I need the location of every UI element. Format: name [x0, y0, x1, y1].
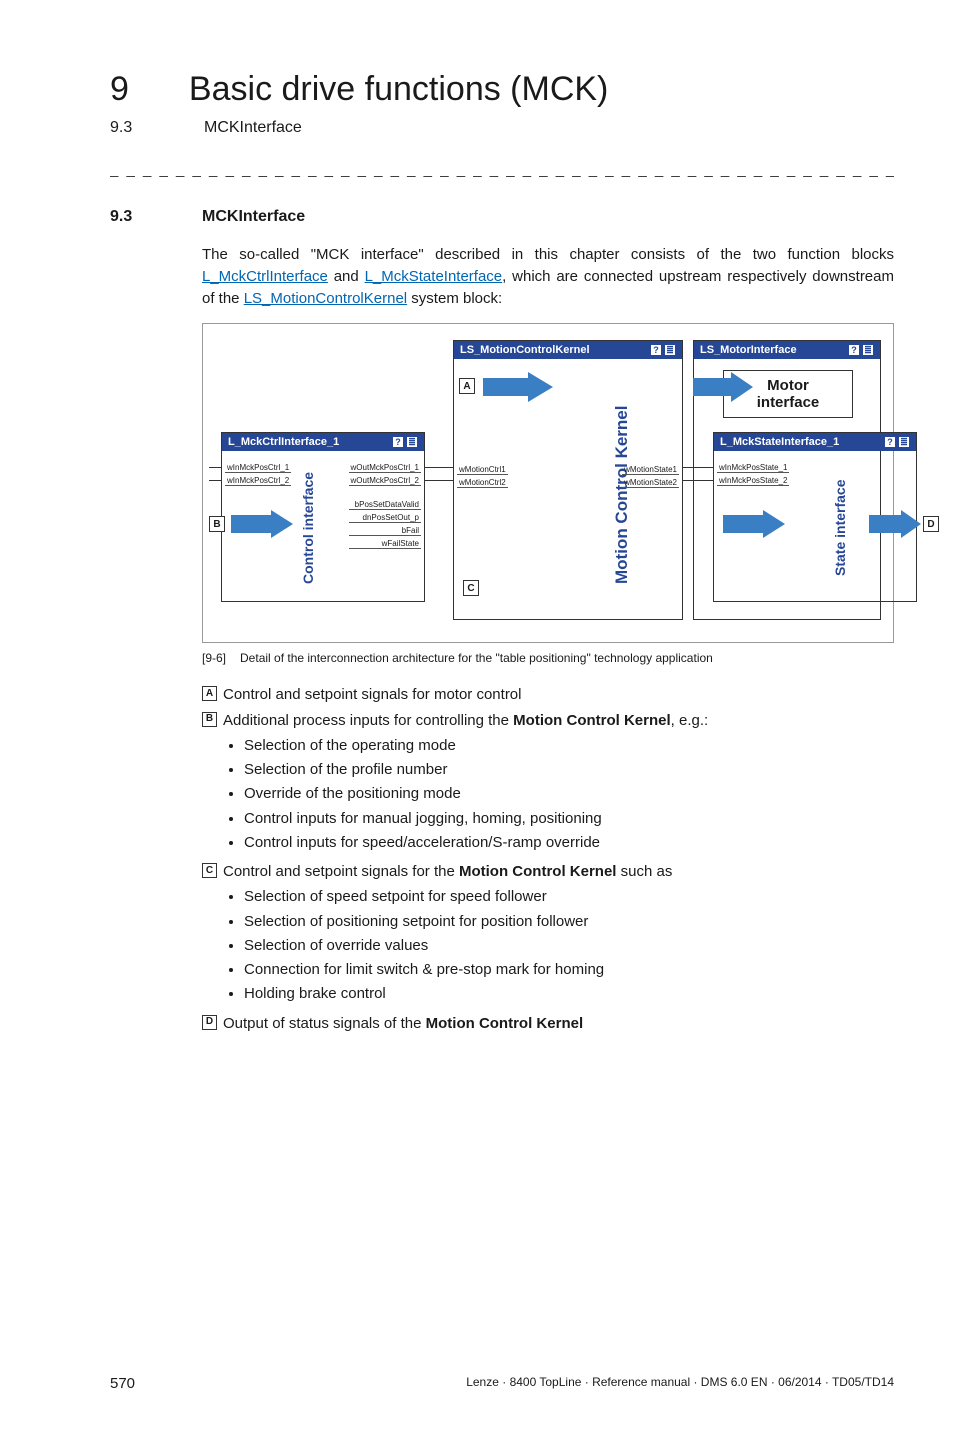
page-number: 570 [110, 1375, 135, 1392]
anno-D-text: Output of status signals of the Motion C… [223, 1012, 583, 1035]
block-mck-title: LS_MotionControlKernel [460, 344, 590, 356]
block-ctrlif-title: L_MckCtrlInterface_1 [228, 436, 339, 448]
block-stateif-title: L_MckStateInterface_1 [720, 436, 839, 448]
arrow-mck-to-motor [693, 372, 753, 402]
list-item: Holding brake control [244, 982, 894, 1005]
list-item: Selection of override values [244, 934, 894, 957]
caption-text: Detail of the interconnection architectu… [240, 651, 713, 665]
port-label: wMotionCtrl1 [457, 465, 508, 475]
arrow-D [869, 510, 921, 538]
connector-line [683, 480, 713, 481]
port-label: wInMckPosState_1 [717, 463, 789, 473]
subsection-number: 9.3 [110, 119, 144, 137]
list-item: Control inputs for manual jogging, homin… [244, 807, 894, 830]
page-footer: 570 Lenze · 8400 TopLine · Reference man… [110, 1375, 894, 1392]
help-icon: ? [884, 436, 896, 448]
subsection-title: MCKInterface [204, 119, 302, 137]
port-label: wOutMckPosCtrl_1 [349, 463, 421, 473]
anno-C-text: Control and setpoint signals for the Mot… [223, 860, 672, 883]
anno-B-text: Additional process inputs for controllin… [223, 709, 708, 732]
chapter-number: 9 [110, 70, 129, 109]
label-D: D [923, 516, 939, 532]
anno-B-list: Selection of the operating mode Selectio… [244, 734, 894, 854]
block-motorif-title: LS_MotorInterface [700, 344, 797, 356]
anno-label-B: B [202, 712, 217, 727]
list-item: Selection of the profile number [244, 758, 894, 781]
list-icon: ≣ [664, 344, 676, 356]
port-label: wOutMckPosCtrl_2 [349, 476, 421, 486]
list-item: Control inputs for speed/acceleration/S-… [244, 831, 894, 854]
arrow-B [231, 510, 293, 538]
help-icon: ? [848, 344, 860, 356]
connector-line [683, 467, 713, 468]
footer-docinfo: Lenze · 8400 TopLine · Reference manual … [466, 1375, 894, 1392]
label-state-vertical: State interface [832, 459, 848, 597]
link-mckctrlinterface[interactable]: L_MckCtrlInterface [202, 268, 328, 285]
list-item: Selection of the operating mode [244, 734, 894, 757]
connector-line [209, 480, 221, 481]
annotation-list: A Control and setpoint signals for motor … [202, 683, 894, 1035]
chapter-title: Basic drive functions (MCK) [189, 70, 608, 109]
anno-C-list: Selection of speed setpoint for speed fo… [244, 885, 894, 1005]
port-label: bPosSetDataValid [349, 500, 421, 510]
port-label: wInMckPosCtrl_1 [225, 463, 291, 473]
port-label: wFailState [349, 539, 421, 549]
port-label: bFail [349, 526, 421, 536]
separator-rule: _ _ _ _ _ _ _ _ _ _ _ _ _ _ _ _ _ _ _ _ … [110, 161, 894, 178]
port-label: wMotionState1 [622, 465, 679, 475]
help-icon: ? [650, 344, 662, 356]
list-icon: ≣ [898, 436, 910, 448]
list-item: Selection of speed setpoint for speed fo… [244, 885, 894, 908]
list-item: Connection for limit switch & pre-stop m… [244, 958, 894, 981]
block-diagram: LS_MotionControlKernel ?≣ Motion Control… [202, 323, 894, 643]
anno-label-C: C [202, 863, 217, 878]
figure-caption: [9-6] Detail of the interconnection arch… [202, 651, 894, 665]
label-ctrl-vertical: Control interface [300, 459, 316, 597]
port-label: wMotionCtrl2 [457, 478, 508, 488]
section-heading: 9.3 MCKInterface [110, 208, 894, 226]
port-label: wInMckPosState_2 [717, 476, 789, 486]
link-motioncontrolkernel[interactable]: LS_MotionControlKernel [244, 290, 407, 307]
section-number: 9.3 [110, 208, 150, 226]
port-label: wMotionState2 [622, 478, 679, 488]
intro-paragraph: The so-called "MCK interface" described … [202, 244, 894, 309]
label-A: A [459, 378, 475, 394]
arrow-state-to-mck [723, 510, 785, 538]
anno-label-D: D [202, 1015, 217, 1030]
link-mckstateinterface[interactable]: L_MckStateInterface [365, 268, 503, 285]
chapter-heading: 9 Basic drive functions (MCK) [110, 70, 894, 109]
help-icon: ? [392, 436, 404, 448]
connector-line [425, 467, 453, 468]
list-icon: ≣ [406, 436, 418, 448]
list-icon: ≣ [862, 344, 874, 356]
subsection-heading: 9.3 MCKInterface [110, 119, 894, 137]
arrow-A [483, 372, 553, 402]
connector-line [425, 480, 453, 481]
port-label: wInMckPosCtrl_2 [225, 476, 291, 486]
label-B: B [209, 516, 225, 532]
section-title: MCKInterface [202, 208, 305, 226]
connector-line [209, 467, 221, 468]
caption-ref: [9-6] [202, 651, 226, 665]
list-item: Override of the positioning mode [244, 782, 894, 805]
label-C: C [463, 580, 479, 596]
port-label: dnPosSetOut_p [349, 513, 421, 523]
label-mck-vertical: Motion Control Kernel [612, 385, 632, 605]
anno-label-A: A [202, 686, 217, 701]
anno-A-text: Control and setpoint signals for motor c… [223, 683, 521, 706]
list-item: Selection of positioning setpoint for po… [244, 910, 894, 933]
